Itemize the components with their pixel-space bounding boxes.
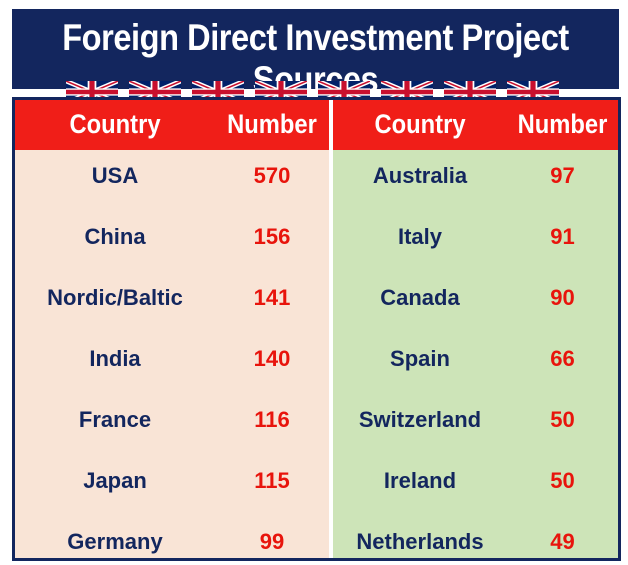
number-cell: 156 [253, 224, 291, 249]
country-cell: Canada [380, 285, 460, 310]
table-row: Switzerland 50 [333, 401, 618, 441]
number-cell: 97 [550, 163, 575, 188]
country-cell: Italy [397, 224, 443, 249]
number-cell: 116 [254, 407, 290, 432]
number-cell: 141 [253, 285, 291, 310]
table-row: China 156 [15, 218, 329, 258]
number-cell: 140 [253, 346, 291, 371]
country-cell: Switzerland [358, 407, 482, 432]
country-cell: Nordic/Baltic [47, 285, 183, 310]
right-country-header: Country [374, 109, 466, 139]
left-header-row: Country Number [15, 100, 329, 150]
table-row: USA 570 [15, 157, 329, 197]
number-cell: 66 [550, 346, 575, 371]
number-cell: 91 [550, 224, 575, 249]
number-cell: 115 [254, 468, 290, 493]
country-cell: Netherlands [356, 529, 484, 554]
table-row: Germany 99 [15, 523, 329, 563]
table-row: Australia 97 [333, 157, 618, 197]
country-cell: India [89, 346, 141, 371]
number-cell: 50 [550, 468, 575, 493]
right-header-row: Country Number [333, 100, 618, 150]
country-cell: France [78, 407, 152, 432]
table-row: Canada 90 [333, 279, 618, 319]
country-cell: China [84, 224, 146, 249]
table-row: India 140 [15, 340, 329, 380]
title-banner: Foreign Direct Investment Project Source… [12, 9, 619, 100]
number-cell: 570 [253, 163, 291, 188]
right-table-panel: Country Number Australia 97 Italy 91 Canada 9… [333, 100, 618, 558]
country-cell: Spain [390, 346, 450, 371]
country-cell: Ireland [383, 468, 457, 493]
country-cell: Japan [83, 468, 147, 493]
country-cell: USA [91, 163, 139, 188]
table-row: Italy 91 [333, 218, 618, 258]
table-row: Ireland 50 [333, 462, 618, 502]
data-table: Country Number USA 570 China 156 Nordic/Balt… [12, 97, 621, 561]
table-row: Nordic/Baltic 141 [15, 279, 329, 319]
right-number-header: Number [517, 109, 608, 139]
number-cell: 50 [550, 407, 575, 432]
left-country-header: Country [69, 109, 161, 139]
table-row: Spain 66 [333, 340, 618, 380]
page-title: Foreign Direct Investment Project Source… [62, 17, 569, 100]
table-row: Netherlands 49 [333, 523, 618, 563]
left-table-panel: Country Number USA 570 China 156 Nordic/Balt… [15, 100, 329, 558]
number-cell: 99 [259, 529, 285, 554]
country-cell: Australia [372, 163, 468, 188]
left-number-header: Number [227, 109, 317, 139]
country-cell: Germany [67, 529, 163, 554]
table-row: France 116 [15, 401, 329, 441]
table-row: Japan 115 [15, 462, 329, 502]
number-cell: 90 [550, 285, 575, 310]
number-cell: 49 [550, 529, 575, 554]
